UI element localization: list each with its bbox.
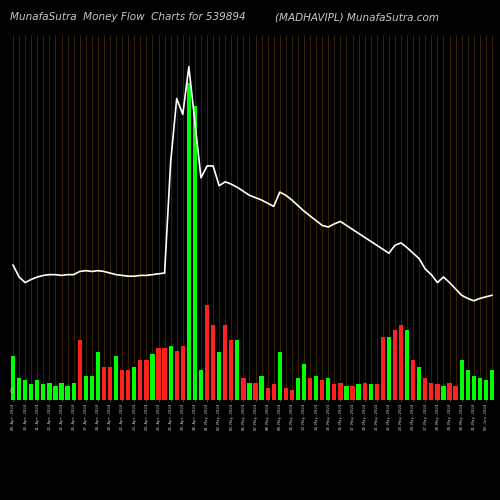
Bar (126, 370, 130, 400)
Bar (11, 356, 15, 400)
Bar (448, 382, 452, 400)
Bar (96, 352, 100, 400)
Bar (344, 386, 348, 400)
Bar (114, 356, 118, 400)
Bar (72, 382, 76, 400)
Bar (429, 382, 434, 400)
Bar (380, 336, 385, 400)
Bar (150, 354, 154, 400)
Bar (314, 376, 318, 400)
Bar (484, 380, 488, 400)
Bar (423, 378, 428, 400)
Bar (199, 370, 203, 400)
Bar (490, 370, 494, 400)
Bar (48, 382, 52, 400)
Bar (472, 376, 476, 400)
Bar (41, 384, 46, 400)
Bar (332, 384, 336, 400)
Bar (320, 380, 324, 400)
Bar (417, 366, 422, 400)
Bar (442, 386, 446, 400)
Bar (356, 384, 360, 400)
Bar (278, 352, 282, 400)
Bar (393, 330, 397, 400)
Bar (180, 346, 185, 400)
Bar (454, 386, 458, 400)
Bar (254, 382, 258, 400)
Bar (266, 388, 270, 400)
Bar (223, 324, 228, 400)
Bar (102, 366, 106, 400)
Bar (290, 390, 294, 400)
Bar (296, 378, 300, 400)
Bar (29, 384, 34, 400)
Bar (35, 380, 40, 400)
Bar (174, 351, 179, 400)
Bar (387, 336, 391, 400)
Bar (156, 348, 160, 400)
Bar (338, 382, 342, 400)
Bar (350, 386, 354, 400)
Bar (326, 378, 330, 400)
Bar (84, 376, 88, 400)
Bar (90, 376, 94, 400)
Bar (272, 384, 276, 400)
Bar (308, 378, 312, 400)
Bar (186, 82, 191, 400)
Bar (302, 364, 306, 400)
Bar (260, 376, 264, 400)
Bar (411, 360, 416, 400)
Bar (23, 380, 28, 400)
Text: 0: 0 (10, 388, 14, 394)
Bar (54, 386, 58, 400)
Bar (78, 340, 82, 400)
Bar (120, 370, 124, 400)
Bar (162, 348, 166, 400)
Bar (60, 382, 64, 400)
Bar (229, 340, 234, 400)
Bar (284, 388, 288, 400)
Bar (235, 340, 240, 400)
Bar (168, 346, 173, 400)
Bar (193, 106, 197, 400)
Bar (478, 378, 482, 400)
Bar (132, 366, 136, 400)
Bar (374, 384, 379, 400)
Bar (242, 378, 246, 400)
Bar (108, 366, 112, 400)
Bar (17, 378, 21, 400)
Bar (205, 305, 209, 400)
Bar (66, 386, 70, 400)
Bar (144, 360, 148, 400)
Bar (138, 360, 142, 400)
Bar (460, 360, 464, 400)
Text: (MADHAVIPL) MunafaSutra.com: (MADHAVIPL) MunafaSutra.com (275, 12, 439, 22)
Bar (466, 370, 470, 400)
Bar (405, 330, 409, 400)
Bar (248, 382, 252, 400)
Bar (362, 382, 367, 400)
Bar (211, 324, 215, 400)
Bar (217, 352, 222, 400)
Text: MunafaSutra  Money Flow  Charts for 539894: MunafaSutra Money Flow Charts for 539894 (10, 12, 246, 22)
Bar (436, 384, 440, 400)
Bar (399, 324, 403, 400)
Bar (368, 384, 373, 400)
